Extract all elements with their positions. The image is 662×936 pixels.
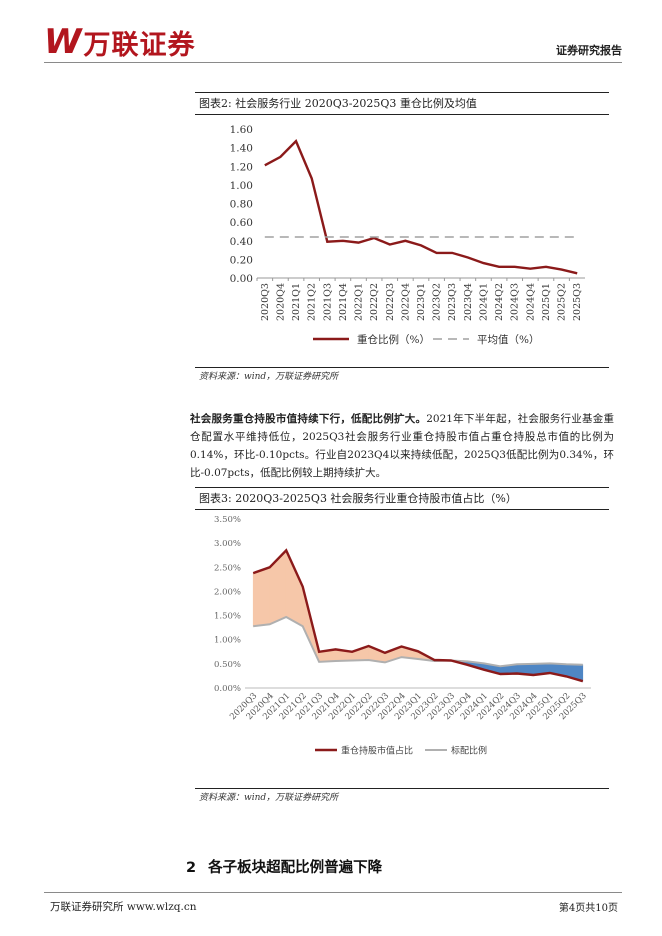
figure-3-chart-area: 0.00% 0.50% 1.00% 1.50% 2.00% 2.50% 3.00% 3.50%… [195, 510, 609, 762]
overweight-area [285, 550, 303, 627]
x-tick-label: 2025Q1 [541, 283, 552, 321]
x-tick-label: 2023Q2 [432, 283, 443, 321]
x-tick-label: 2021Q4 [338, 283, 349, 321]
y-tick-label: 1.50% [214, 612, 241, 622]
logo-text: 万联证券 [83, 29, 196, 61]
overweight-area [252, 566, 270, 627]
x-tick-label: 2022Q1 [354, 283, 365, 321]
x-tick-label: 2024Q3 [510, 283, 521, 321]
y-tick-label: 0.50% [214, 660, 241, 670]
overweight-area [269, 549, 287, 625]
x-tick-label: 2024Q4 [525, 283, 536, 321]
figure-2-chart-area: 0.00 0.20 0.40 0.60 0.80 1.00 1.20 1.40 1.60 2020… [195, 115, 609, 353]
company-logo: W 万联证券 [44, 22, 196, 62]
figure-2-title: 图表2: 社会服务行业 2020Q3-2025Q3 重仓比例及均值 [195, 92, 609, 115]
y-tick-label: 1.60 [230, 124, 253, 136]
series-line-benchmark [253, 615, 583, 668]
analysis-paragraph: 社会服务重仓持股市值持续下行，低配比例扩大。2021年下半年起，社会服务行业基金… [190, 410, 614, 482]
logo-mark: W [44, 22, 82, 62]
y-tick-label: 3.50% [214, 515, 241, 525]
legend-label: 重仓比例（%） [357, 333, 430, 346]
figure-2-source: 资料来源：wind，万联证券研究所 [195, 367, 609, 386]
x-tick-label: 2021Q1 [291, 283, 302, 321]
section-heading: 2 各子板块超配比例普遍下降 [186, 856, 382, 877]
series-line-holding-ratio [264, 138, 578, 275]
x-tick-label: 2023Q4 [463, 283, 474, 321]
footer-publisher: 万联证券研究所 www.wlzq.cn [50, 901, 197, 913]
y-tick-label: 0.00% [214, 684, 241, 694]
x-tick-label: 2023Q1 [416, 283, 427, 321]
figure-3: 图表3: 2020Q3-2025Q3 社会服务行业重仓持股市值占比（%） 0.0… [195, 487, 609, 807]
figure-3-source: 资料来源：wind，万联证券研究所 [195, 788, 609, 807]
y-tick-label: 0.80 [230, 199, 253, 211]
y-tick-label: 0.60 [230, 217, 253, 229]
x-tick-label: 2020Q4 [275, 283, 286, 321]
x-tick-label: 2022Q4 [400, 283, 411, 321]
y-tick-label: 0.40 [230, 236, 253, 248]
paragraph-body: 2021年下半年起，社会服务行业基金重仓配置水平维持低位，2025Q3社会服务行… [190, 413, 614, 479]
y-tick-label: 1.40 [230, 143, 253, 155]
x-tick-label: 2025Q3 [572, 283, 583, 321]
document-type: 证券研究报告 [556, 44, 622, 57]
section-number: 2 [186, 860, 197, 876]
x-tick-label: 2020Q3 [260, 283, 271, 321]
footer-divider [44, 892, 622, 893]
x-tick-label: 2025Q2 [557, 283, 568, 321]
figure-2: 图表2: 社会服务行业 2020Q3-2025Q3 重仓比例及均值 0.00 0.… [195, 92, 609, 386]
figure-3-area-chart: 0.00% 0.50% 1.00% 1.50% 2.00% 2.50% 3.00% 3.50%… [214, 515, 591, 757]
y-tick-label: 0.00 [230, 273, 253, 285]
x-tick-label: 2023Q3 [447, 283, 458, 321]
legend-label: 重仓持股市值占比 [341, 745, 413, 757]
y-tick-label: 1.00% [214, 636, 241, 646]
x-tick-label: 2024Q2 [494, 283, 505, 321]
header-divider [44, 62, 622, 63]
y-tick-label: 2.00% [214, 587, 241, 597]
x-tick-label: 2024Q1 [478, 283, 489, 321]
y-tick-label: 1.20 [230, 161, 253, 173]
page-header: W 万联证券 证券研究报告 [0, 0, 662, 66]
legend-label: 标配比例 [451, 745, 487, 757]
y-tick-label: 2.50% [214, 563, 241, 573]
y-tick-label: 3.00% [214, 539, 241, 549]
paragraph-lead: 社会服务重仓持股市值持续下行，低配比例扩大。 [190, 413, 427, 425]
figure-2-line-chart: 0.00 0.20 0.40 0.60 0.80 1.00 1.20 1.40 1.60 2020… [230, 124, 585, 346]
x-tick-label: 2022Q3 [385, 283, 396, 321]
x-tick-label: 2021Q2 [307, 283, 318, 321]
x-tick-label: 2022Q2 [369, 283, 380, 321]
series-line-holding-share [252, 548, 584, 683]
y-tick-label: 1.00 [230, 180, 253, 192]
footer-page-number: 第4页共10页 [558, 903, 618, 914]
x-tick-label: 2021Q3 [322, 283, 333, 321]
section-title: 各子板块超配比例普遍下降 [208, 860, 383, 876]
figure-3-title: 图表3: 2020Q3-2025Q3 社会服务行业重仓持股市值占比（%） [195, 487, 609, 510]
legend-label: 平均值（%） [477, 333, 539, 346]
y-tick-label: 0.20 [230, 254, 253, 266]
